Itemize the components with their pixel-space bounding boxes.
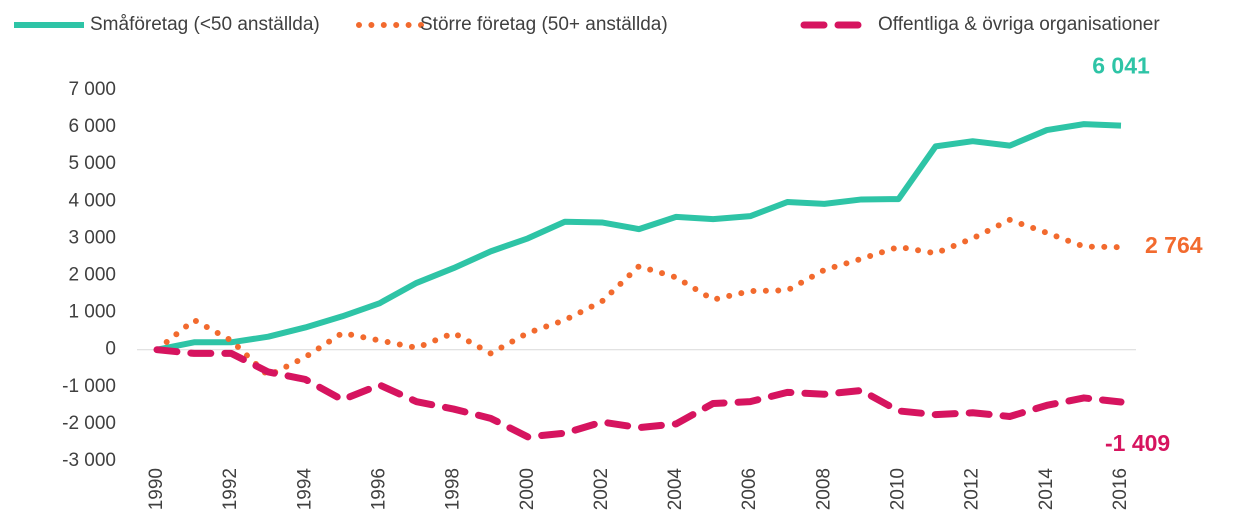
y-tick-label: 3 000 (68, 227, 116, 248)
x-tick-label: 2000 (517, 468, 538, 510)
x-tick-label: 2006 (739, 468, 760, 510)
x-tick-label: 1998 (443, 468, 464, 510)
y-tick-label: 2 000 (68, 265, 116, 286)
x-tick-label: 2016 (1110, 468, 1131, 510)
x-tick-label: 2014 (1036, 468, 1057, 511)
legend-label: Större företag (50+ anställda) (420, 14, 668, 35)
x-tick-label: 1994 (294, 468, 315, 511)
x-tick-label: 1992 (220, 468, 241, 510)
end-value-label: -1 409 (1105, 430, 1170, 456)
x-tick-label: 2004 (665, 468, 686, 511)
y-tick-label: 0 (105, 339, 116, 360)
y-tick-label: 7 000 (68, 79, 116, 100)
legend-label: Offentliga & övriga organisationer (878, 14, 1160, 35)
y-tick-label: 4 000 (68, 190, 116, 211)
legend-label: Småföretag (<50 anställda) (90, 14, 320, 35)
legend: Småföretag (<50 anställda) Större företag… (14, 14, 1160, 35)
end-value-label: 2 764 (1145, 232, 1203, 258)
x-tick-label: 2010 (888, 468, 909, 510)
x-tick-label: 1990 (146, 468, 167, 510)
y-tick-label: -1 000 (62, 376, 116, 397)
y-tick-label: -3 000 (62, 450, 116, 471)
series-line (154, 216, 1124, 380)
y-tick-label: 5 000 (68, 153, 116, 174)
y-tick-label: -2 000 (62, 413, 116, 434)
y-tick-label: 6 000 (68, 116, 116, 137)
y-tick-label: 1 000 (68, 302, 116, 323)
end-value-label: 6 041 (1092, 53, 1150, 79)
x-tick-label: 2008 (813, 468, 834, 510)
x-tick-label: 1996 (368, 468, 389, 510)
series-line (153, 346, 1125, 441)
series-line (156, 121, 1122, 353)
x-tick-label: 2012 (962, 468, 983, 510)
x-tick-label: 2002 (591, 468, 612, 510)
